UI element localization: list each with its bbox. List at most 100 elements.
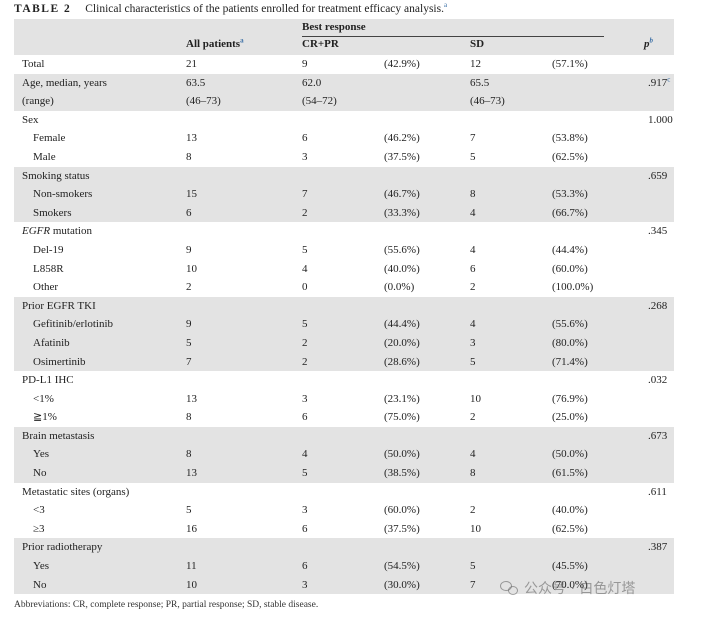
- sd-percent-cell: (100.0%): [552, 281, 594, 294]
- crpr-count-cell: 5: [302, 243, 308, 256]
- table-label: TABLE 2: [14, 3, 72, 15]
- table-row: <3 5 3 (60.0%) 2 (40.0%): [14, 501, 674, 520]
- row-label: Osimertinib: [33, 355, 86, 368]
- crpr-count-cell: 2: [302, 336, 308, 349]
- sd-count-cell: 2: [470, 411, 476, 424]
- sd-percent-cell: (66.7%): [552, 206, 588, 219]
- sd-count-cell: 6: [470, 262, 476, 275]
- table-row: Osimertinib 7 2 (28.6%) 5 (71.4%): [14, 352, 674, 372]
- all-patients-cell: 16: [186, 522, 197, 535]
- sd-count-cell: 2: [470, 281, 476, 294]
- sd-count-cell: 65.5: [470, 76, 490, 89]
- crpr-percent-cell: (30.0%): [384, 578, 420, 591]
- crpr-count-cell: 0: [302, 281, 308, 294]
- crpr-count-cell: 6: [302, 522, 308, 535]
- p-value-cell: 1.000: [648, 113, 673, 126]
- table-row: <1% 13 3 (23.1%) 10 (76.9%): [14, 390, 674, 409]
- sd-percent-cell: (55.6%): [552, 318, 588, 331]
- crpr-count-cell: 5: [302, 467, 308, 480]
- crpr-percent-cell: (0.0%): [384, 281, 415, 294]
- crpr-percent-cell: (75.0%): [384, 411, 420, 424]
- row-label: Metastatic sites (organs): [22, 485, 130, 498]
- row-label: L858R: [33, 262, 64, 275]
- all-patients-cell: 7: [186, 355, 192, 368]
- p-value-cell: .673: [648, 429, 668, 442]
- all-patients-cell: 15: [186, 188, 197, 201]
- all-patients-cell: 63.5: [186, 76, 206, 89]
- crpr-percent-cell: (37.5%): [384, 522, 420, 535]
- crpr-count-cell: 3: [302, 150, 308, 163]
- all-patients-cell: 11: [186, 560, 197, 573]
- crpr-count-cell: 5: [302, 318, 308, 331]
- row-label: <1%: [33, 392, 54, 405]
- row-label: Male: [33, 150, 56, 163]
- crpr-count-cell: 2: [302, 206, 308, 219]
- row-label: PD-L1 IHC: [22, 374, 74, 387]
- all-patients-cell: 13: [186, 132, 197, 145]
- crpr-percent-cell: (46.2%): [384, 132, 420, 145]
- sd-percent-cell: (57.1%): [552, 58, 588, 70]
- all-patients-cell: 2: [186, 281, 192, 294]
- crpr-count-cell: 62.0: [302, 76, 322, 89]
- table-header: Best response All patientsa CR+PR SD pb: [14, 19, 674, 55]
- caption-footnote-marker: a: [443, 1, 448, 10]
- sd-percent-cell: (71.4%): [552, 355, 588, 368]
- crpr-count-cell: 4: [302, 262, 308, 275]
- row-label: <3: [33, 504, 45, 517]
- table-row: Total 21 9 (42.9%) 12 (57.1%): [14, 55, 674, 74]
- watermark-text: 公众号 · 白色灯塔: [524, 581, 636, 597]
- all-patients-cell: 6: [186, 206, 192, 219]
- row-label: Female: [33, 132, 66, 145]
- p-value-cell: .032: [648, 374, 668, 387]
- sd-count-cell: 4: [470, 318, 476, 331]
- crpr-count-cell: 9: [302, 58, 308, 70]
- table-row: No 13 5 (38.5%) 8 (61.5%): [14, 464, 674, 483]
- sd-count-cell: 3: [470, 336, 476, 349]
- clinical-characteristics-table: Best response All patientsa CR+PR SD pb …: [14, 19, 674, 595]
- abbreviations-footnote: Abbreviations: CR, complete response; PR…: [14, 600, 319, 610]
- sd-header: SD: [470, 38, 485, 50]
- crpr-count-cell: 6: [302, 411, 308, 424]
- sd-count-cell: 5: [470, 355, 476, 368]
- p-value-cell: .917c: [648, 74, 671, 89]
- sd-count-cell: 5: [470, 560, 476, 573]
- sd-percent-cell: (60.0%): [552, 262, 588, 275]
- row-label: Prior EGFR TKI: [22, 299, 96, 312]
- crpr-count-cell: 3: [302, 392, 308, 405]
- sd-percent-cell: (62.5%): [552, 522, 588, 535]
- row-label: Yes: [33, 448, 50, 461]
- all-patients-header: All patientsa: [186, 36, 244, 50]
- table-row: Sex 1.000: [14, 111, 674, 130]
- crpr-percent-cell: (28.6%): [384, 355, 420, 368]
- row-label: (range): [22, 95, 54, 108]
- watermark: 公众号 · 白色灯塔: [500, 578, 635, 598]
- table-row: L858R 10 4 (40.0%) 6 (60.0%): [14, 260, 674, 279]
- crpr-count-cell: 2: [302, 355, 308, 368]
- all-patients-cell: 13: [186, 392, 197, 405]
- table-row: Gefitinib/erlotinib 9 5 (44.4%) 4 (55.6%): [14, 315, 674, 334]
- row-label: No: [33, 467, 47, 480]
- sd-count-cell: 7: [470, 578, 476, 591]
- crpr-percent-cell: (42.9%): [384, 58, 420, 70]
- table-row: PD-L1 IHC .032: [14, 371, 674, 390]
- sd-percent-cell: (70.0%): [552, 578, 588, 591]
- p-value-cell: .611: [648, 485, 667, 498]
- table-row: Female 13 6 (46.2%) 7 (53.8%): [14, 129, 674, 148]
- row-label: Sex: [22, 113, 39, 126]
- crpr-percent-cell: (44.4%): [384, 318, 420, 331]
- sd-count-cell: 10: [470, 392, 481, 405]
- all-patients-cell: 10: [186, 578, 197, 591]
- p-value-header: pb: [644, 36, 653, 50]
- all-patients-cell: 8: [186, 448, 192, 461]
- row-label: EGFR mutation: [22, 225, 92, 238]
- sd-count-cell: 4: [470, 448, 476, 461]
- row-label: Del-19: [33, 243, 64, 256]
- sd-count-cell: 12: [470, 58, 481, 70]
- table-row: Del-19 9 5 (55.6%) 4 (44.4%): [14, 241, 674, 260]
- row-label: Other: [33, 281, 59, 294]
- sd-percent-cell: (76.9%): [552, 392, 588, 405]
- crpr-percent-cell: (37.5%): [384, 150, 420, 163]
- sd-count-cell: 8: [470, 188, 476, 201]
- p-value-cell: .387: [648, 541, 668, 554]
- all-patients-cell: 21: [186, 58, 197, 70]
